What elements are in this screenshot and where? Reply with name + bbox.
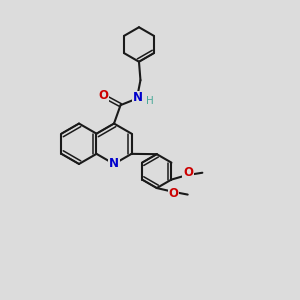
Text: H: H <box>146 96 154 106</box>
Text: O: O <box>99 89 109 102</box>
Text: O: O <box>183 166 193 179</box>
Text: O: O <box>168 188 178 200</box>
Text: N: N <box>133 92 142 104</box>
Text: N: N <box>109 158 119 170</box>
